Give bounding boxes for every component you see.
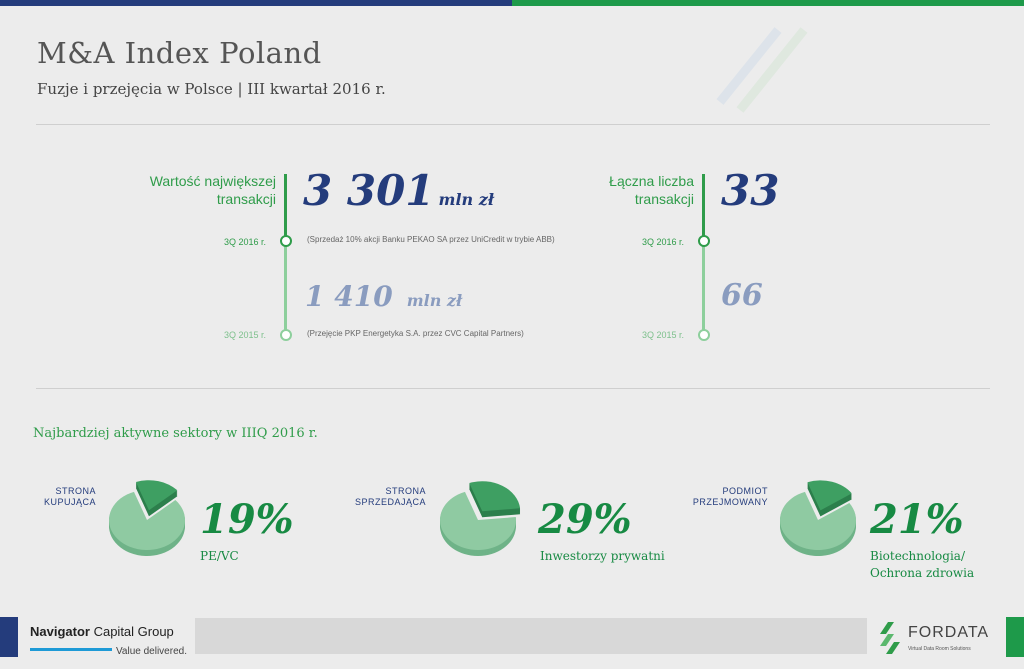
page-title: M&A Index Poland bbox=[37, 36, 322, 70]
sector-3-label-line2: PRZEJMOWANY bbox=[692, 497, 768, 507]
count-quarter-2016: 3Q 2016 r. bbox=[641, 237, 684, 247]
unit-label: mln zł bbox=[406, 291, 463, 310]
ncg-accent-line bbox=[30, 648, 112, 651]
pie-remaining-share bbox=[440, 491, 516, 550]
top-bar-navy bbox=[0, 0, 512, 6]
largest-deal-label-line1: Wartość największej bbox=[149, 173, 276, 189]
ncg-name-bold: Navigator bbox=[30, 624, 90, 639]
largest-deal-number-2016: 3 301 bbox=[303, 166, 435, 215]
pie-remaining-share bbox=[109, 491, 185, 550]
timeline-line-light bbox=[284, 245, 287, 331]
largest-deal-value-2016: 3 301 mln zł bbox=[303, 166, 494, 215]
sector-2-label-line1: STRONA bbox=[385, 486, 426, 496]
count-quarter-2015: 3Q 2015 r. bbox=[641, 330, 684, 340]
deal-count-value-2016: 33 bbox=[721, 166, 780, 215]
deal-count-label: Łączna liczba transakcji bbox=[560, 172, 694, 208]
sector-3-description: Biotechnologia/ Ochrona zdrowia bbox=[870, 548, 974, 582]
deal-count-value-2015: 66 bbox=[721, 278, 763, 313]
navigator-capital-group-logo: Navigator Capital Group Value delivered. bbox=[30, 624, 187, 658]
largest-deal-label: Wartość największej transakcji bbox=[120, 172, 276, 208]
ncg-name-light: Capital Group bbox=[89, 624, 174, 639]
footer-bar bbox=[195, 618, 867, 654]
fordata-tagline: Virtual Data Room Solutions bbox=[908, 646, 971, 652]
ncg-name: Navigator Capital Group bbox=[30, 624, 187, 639]
sector-2-description: Inwestorzy prywatni bbox=[540, 548, 665, 565]
sector-2-label-line2: SPRZEDAJĄCA bbox=[354, 497, 426, 507]
sector-1-description: PE/VC bbox=[200, 548, 239, 565]
sector-1-percent: 19% bbox=[200, 496, 294, 543]
sector-3-description-line1: Biotechnologia/ bbox=[870, 549, 965, 563]
sector-2-pie-chart bbox=[440, 481, 521, 556]
sector-3-label-line1: PODMIOT bbox=[722, 486, 768, 496]
count-timeline-line bbox=[702, 174, 705, 238]
largest-deal-label-line2: transakcji bbox=[216, 191, 276, 207]
footer-strip-navy bbox=[0, 617, 18, 657]
sector-3-pie-chart bbox=[780, 480, 856, 556]
fordata-name: FORDATA bbox=[908, 624, 990, 641]
sector-2-description-line1: Inwestorzy prywatni bbox=[540, 549, 665, 563]
timeline-line bbox=[284, 174, 287, 238]
largest-deal-number-2015: 1 410 bbox=[305, 280, 393, 313]
sector-3-label: PODMIOT PRZEJMOWANY bbox=[660, 486, 768, 508]
decorative-stripes bbox=[716, 27, 808, 113]
top-bar-green bbox=[512, 0, 1024, 6]
largest-deal-value-2015: 1 410 mln zł bbox=[305, 280, 462, 313]
fordata-mark-icon bbox=[880, 622, 900, 654]
sector-2-label: STRONA SPRZEDAJĄCA bbox=[330, 486, 426, 508]
fordata-logo: FORDATA Virtual Data Room Solutions bbox=[876, 620, 988, 660]
page-subtitle: Fuzje i przejęcia w Polsce | III kwartał… bbox=[37, 80, 386, 98]
footer-strip-green bbox=[1006, 617, 1024, 657]
deal-count-label-line2: transakcji bbox=[634, 191, 694, 207]
divider-top bbox=[36, 124, 990, 125]
quarter-2015-label: 3Q 2015 r. bbox=[223, 330, 266, 340]
sector-1-description-line1: PE/VC bbox=[200, 549, 239, 563]
count-timeline-line-light bbox=[702, 245, 705, 331]
quarter-2016-label: 3Q 2016 r. bbox=[223, 237, 266, 247]
sectors-title: Najbardziej aktywne sektory w IIIQ 2016 … bbox=[33, 426, 318, 441]
count-dot-2015 bbox=[698, 329, 710, 341]
largest-deal-note-2016: (Sprzedaż 10% akcji Banku PEKAO SA przez… bbox=[307, 235, 555, 244]
sector-2-percent: 29% bbox=[538, 496, 632, 543]
largest-deal-note-2015: (Przejęcie PKP Energetyka S.A. przez CVC… bbox=[307, 329, 524, 338]
pie-highlight-slice bbox=[469, 481, 521, 512]
deal-count-label-line1: Łączna liczba bbox=[609, 173, 694, 189]
sector-1-label-line2: KUPUJĄCA bbox=[43, 497, 96, 507]
divider-middle bbox=[36, 388, 990, 389]
pie-remaining-share bbox=[780, 491, 856, 550]
sector-3-percent: 21% bbox=[870, 496, 964, 543]
unit-label: mln zł bbox=[438, 190, 494, 209]
sector-1-label: STRONA KUPUJĄCA bbox=[20, 486, 96, 508]
pie-highlight-slice bbox=[807, 480, 852, 511]
timeline-dot-2015 bbox=[280, 329, 292, 341]
timeline-dot-2016 bbox=[280, 235, 292, 247]
ncg-tagline: Value delivered. bbox=[116, 646, 187, 657]
sector-1-label-line1: STRONA bbox=[55, 486, 96, 496]
sector-3-description-line2: Ochrona zdrowia bbox=[870, 566, 975, 580]
pie-highlight-slice bbox=[135, 480, 178, 511]
sector-1-pie-chart bbox=[109, 480, 185, 556]
count-dot-2016 bbox=[698, 235, 710, 247]
